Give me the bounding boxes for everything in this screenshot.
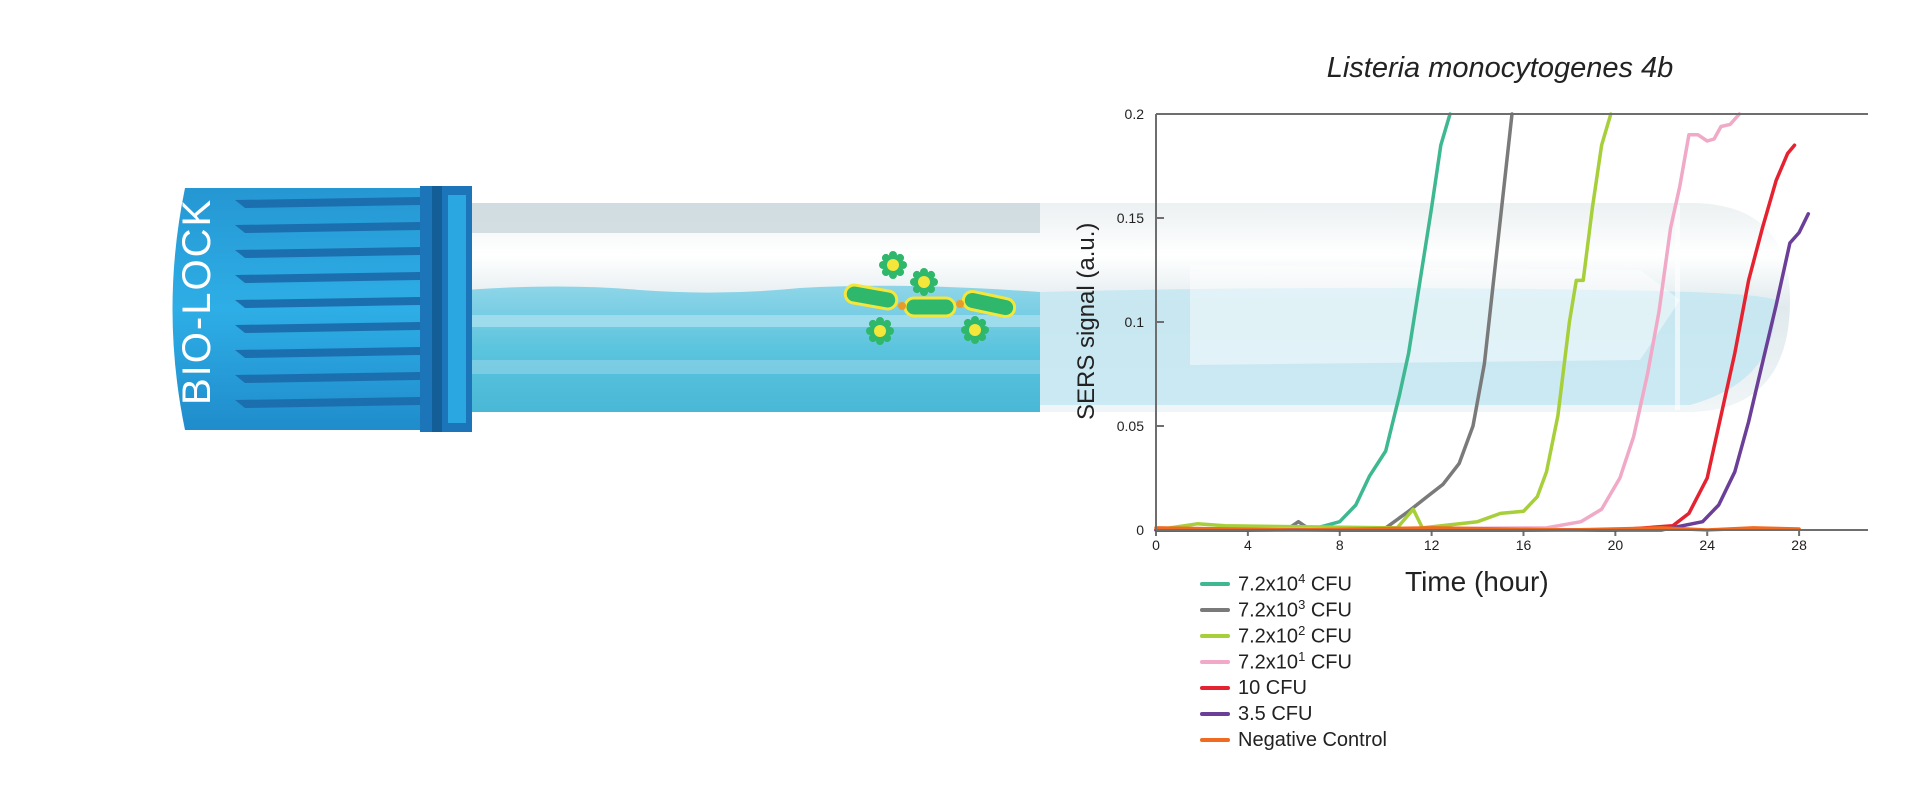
cap-ridge — [235, 222, 420, 233]
x-axis-label: Time (hour) — [1405, 566, 1549, 597]
bacterium — [903, 296, 957, 318]
cap-collar-band — [432, 186, 442, 432]
cap-ridge — [235, 197, 420, 208]
nanoparticle-icon — [961, 316, 989, 344]
legend-item: 7.2x102 CFU — [1200, 623, 1387, 649]
x-tick-label: 12 — [1424, 537, 1440, 553]
cap-collar-ring — [448, 195, 466, 423]
series-line — [1154, 212, 1811, 532]
x-tick-label: 16 — [1516, 537, 1532, 553]
legend-item: 7.2x103 CFU — [1200, 597, 1387, 623]
tube-liquid-right — [1040, 287, 1776, 405]
series-line — [1154, 112, 1742, 532]
legend-swatch — [1200, 608, 1230, 612]
legend-label: 7.2x103 CFU — [1238, 597, 1352, 622]
cap-label: BIO-LOCK — [175, 198, 219, 405]
x-tick-label: 20 — [1608, 537, 1624, 553]
legend-swatch — [1200, 582, 1230, 586]
nanoparticle-icon — [910, 268, 938, 296]
legend-item: 7.2x101 CFU — [1200, 649, 1387, 675]
legend-item: 3.5 CFU — [1200, 701, 1387, 727]
cap-ridge — [235, 347, 420, 358]
liquid-highlight — [465, 315, 1040, 327]
cap-ridge — [235, 372, 420, 383]
legend: 7.2x104 CFU 7.2x103 CFU 7.2x102 CFU 7.2x101… — [1200, 571, 1387, 753]
legend-item: Negative Control — [1200, 727, 1387, 753]
x-tick-label: 28 — [1791, 537, 1807, 553]
y-axis-ticks: 0 0.05 0.1 0.15 0.2 — [1117, 106, 1164, 538]
bacterium — [961, 289, 1017, 319]
tube-end-line — [1675, 205, 1680, 410]
legend-label: 7.2x102 CFU — [1238, 623, 1352, 648]
legend-label: 7.2x101 CFU — [1238, 649, 1352, 674]
bacterium — [843, 283, 899, 311]
nanoparticle-icon — [866, 317, 894, 345]
y-tick-label: 0.15 — [1117, 210, 1144, 226]
cap-ridge — [235, 247, 420, 258]
legend-swatch — [1200, 634, 1230, 638]
y-axis-label: SERS signal (a.u.) — [1073, 222, 1100, 420]
y-tick-label: 0 — [1136, 522, 1144, 538]
x-tick-label: 0 — [1152, 537, 1160, 553]
y-tick-label: 0.1 — [1125, 314, 1145, 330]
legend-item: 10 CFU — [1200, 675, 1387, 701]
x-tick-label: 24 — [1699, 537, 1715, 553]
y-tick-label: 0.2 — [1125, 106, 1145, 122]
legend-label: Negative Control — [1238, 728, 1387, 751]
cap-ridge — [235, 322, 420, 333]
legend-swatch — [1200, 712, 1230, 716]
linker-dot — [898, 302, 906, 310]
chart-title: Listeria monocytogenes 4b — [1326, 52, 1674, 84]
cap-ridge — [235, 397, 420, 408]
bacteria-cluster — [843, 251, 1017, 345]
legend-swatch — [1200, 738, 1230, 742]
legend-swatch — [1200, 660, 1230, 664]
cap-ridge — [235, 272, 420, 283]
tube-glass-shade — [470, 203, 1040, 233]
nanoparticle-icon — [879, 251, 907, 279]
legend-label: 3.5 CFU — [1238, 702, 1313, 725]
chart: 0 0.05 0.1 0.15 0.2 0 4 8 12 16 20 24 28 — [1117, 106, 1868, 553]
legend-swatch — [1200, 686, 1230, 690]
tube-reflection — [1190, 265, 1680, 365]
x-tick-label: 4 — [1244, 537, 1252, 553]
y-tick-label: 0.05 — [1117, 418, 1144, 434]
cap-grip-ridges — [235, 197, 420, 408]
bio-lock-cap: BIO-LOCK — [172, 186, 472, 432]
legend-item: 7.2x104 CFU — [1200, 571, 1387, 597]
legend-label: 10 CFU — [1238, 676, 1307, 699]
test-tube-illustration: BIO-LOCK — [172, 186, 1790, 432]
x-axis-ticks: 0 4 8 12 16 20 24 28 — [1152, 530, 1807, 553]
nanoparticles — [866, 251, 989, 345]
series-line — [1154, 112, 1514, 532]
legend-label: 7.2x104 CFU — [1238, 571, 1352, 596]
x-tick-label: 8 — [1336, 537, 1344, 553]
liquid-highlight-lower — [465, 360, 1040, 374]
cap-ridge — [235, 297, 420, 308]
linker-dot — [956, 300, 964, 308]
